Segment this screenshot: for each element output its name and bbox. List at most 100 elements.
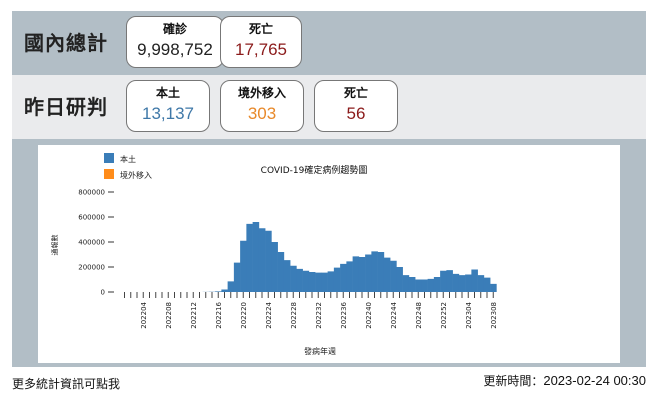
bar-local[interactable] — [446, 270, 453, 292]
yesterday-deaths-card: 死亡 56 — [314, 80, 398, 132]
yesterday-row: 昨日研判 本土 13,137 境外移入 303 死亡 56 — [12, 75, 646, 139]
bar-local[interactable] — [471, 269, 478, 293]
legend-local-label: 本土 — [120, 154, 136, 164]
bar-local[interactable] — [277, 252, 285, 292]
imported-card: 境外移入 303 — [220, 80, 304, 132]
bar-local[interactable] — [333, 267, 341, 292]
trend-chart-svg: 本土 境外移入 COVID-19確定病例趨勢圖 0 200000 400000 600… — [50, 153, 498, 356]
total-deaths-value: 17,765 — [235, 40, 287, 59]
update-time: 更新時間：2023-02-24 00:30 — [483, 372, 646, 389]
bar-local[interactable] — [402, 275, 410, 292]
bar-local[interactable] — [283, 260, 291, 292]
bar-local[interactable] — [296, 268, 303, 292]
x-tick-label: 202240 — [365, 302, 373, 329]
x-tick-label: 202224 — [265, 301, 273, 328]
x-tick-label: 202212 — [190, 302, 198, 329]
bar-local[interactable] — [408, 277, 416, 292]
national-total-row: 國內總計 確診 9,998,752 死亡 17,765 — [12, 11, 646, 75]
bar-local[interactable] — [383, 257, 391, 292]
x-tick-label: 202236 — [340, 301, 348, 328]
yesterday-deaths-label: 死亡 — [343, 86, 368, 100]
y-tick-label: 800000 — [78, 189, 105, 197]
y-tick-label: 200000 — [78, 264, 105, 272]
chart-title: COVID-19確定病例趨勢圖 — [261, 164, 368, 176]
x-axis-label: 發病年週 — [304, 346, 336, 356]
bar-local[interactable] — [365, 254, 372, 293]
bar-local[interactable] — [315, 272, 322, 292]
bar-local[interactable] — [371, 251, 378, 292]
bar-local[interactable] — [290, 265, 297, 292]
bar-local[interactable] — [352, 256, 360, 292]
yesterday-label: 昨日研判 — [24, 95, 108, 119]
x-tick-label: 202228 — [290, 302, 298, 329]
imported-value: 303 — [247, 104, 277, 123]
bar-local[interactable] — [346, 261, 353, 292]
x-tick-label: 202304 — [465, 301, 473, 328]
bar-local[interactable] — [240, 240, 247, 292]
bar-local[interactable] — [227, 281, 235, 292]
local-card: 本土 13,137 — [126, 80, 210, 132]
yesterday-deaths-value: 56 — [346, 104, 366, 123]
local-label: 本土 — [155, 86, 180, 100]
y-tick-label: 400000 — [78, 239, 105, 247]
x-tick-label: 202248 — [415, 302, 423, 329]
bar-local[interactable] — [265, 230, 272, 292]
local-value: 13,137 — [142, 104, 194, 123]
bar-local[interactable] — [421, 279, 428, 293]
bar-local[interactable] — [390, 260, 397, 292]
bar-local[interactable] — [308, 272, 316, 292]
x-axis: 202204 202208 202212 202216 202220 202224 2022… — [124, 292, 498, 329]
x-tick-label: 202252 — [440, 302, 448, 329]
update-time-value: 2023-02-24 00:30 — [543, 373, 646, 388]
bar-local[interactable] — [477, 275, 485, 292]
x-tick-label: 202232 — [315, 302, 323, 329]
bar-local[interactable] — [252, 222, 260, 292]
bar-local[interactable] — [233, 262, 241, 292]
bar-local[interactable] — [490, 283, 497, 292]
bar-local[interactable] — [465, 274, 472, 293]
x-tick-label: 202220 — [240, 302, 248, 329]
bar-local[interactable] — [246, 223, 253, 292]
total-deaths-card: 死亡 17,765 — [220, 16, 302, 68]
y-axis-label: 通報數 — [50, 235, 59, 256]
bar-local[interactable] — [321, 272, 328, 292]
x-tick-label: 202244 — [390, 301, 398, 328]
bar-local[interactable] — [433, 277, 441, 292]
total-deaths-label: 死亡 — [248, 22, 273, 36]
bar-local[interactable] — [458, 275, 466, 292]
chart-legend: 本土 境外移入 — [104, 153, 152, 180]
more-stats-link[interactable]: 更多統計資訊可點我 — [12, 377, 121, 391]
y-tick-label: 600000 — [78, 214, 105, 222]
bar-local[interactable] — [452, 273, 460, 292]
y-tick-label: 0 — [101, 289, 105, 297]
y-axis: 0 200000 400000 600000 800000 — [78, 189, 114, 297]
confirmed-label: 確診 — [162, 22, 187, 36]
x-tick-label: 202208 — [165, 302, 173, 329]
bar-local[interactable] — [483, 277, 491, 292]
national-total-label: 國內總計 — [24, 31, 108, 55]
confirmed-value: 9,998,752 — [137, 40, 213, 59]
bar-local[interactable] — [440, 270, 447, 292]
bar-local[interactable] — [327, 271, 335, 292]
bar-local[interactable] — [221, 289, 228, 293]
bar-local[interactable] — [427, 278, 435, 292]
confirmed-card: 確診 9,998,752 — [126, 16, 224, 68]
bar-local[interactable] — [396, 267, 403, 292]
trend-chart[interactable]: 本土 境外移入 COVID-19確定病例趨勢圖 0 200000 400000 600… — [38, 145, 620, 363]
bar-local[interactable] — [415, 279, 422, 293]
x-tick-label: 202204 — [140, 301, 148, 328]
x-tick-label: 202308 — [490, 302, 498, 329]
bar-local[interactable] — [302, 270, 310, 292]
bar-local[interactable] — [215, 291, 222, 292]
chart-bars — [202, 222, 497, 293]
bar-local[interactable] — [271, 242, 278, 292]
legend-imported-label: 境外移入 — [120, 170, 152, 180]
bar-local[interactable] — [358, 257, 366, 292]
legend-local-swatch — [104, 153, 114, 163]
update-time-label: 更新時間： — [483, 374, 544, 388]
chart-panel: 本土 境外移入 COVID-19確定病例趨勢圖 0 200000 400000 600… — [12, 139, 646, 367]
bar-local[interactable] — [377, 252, 385, 292]
bar-local[interactable] — [258, 228, 266, 292]
imported-label: 境外移入 — [237, 86, 286, 100]
bar-local[interactable] — [340, 263, 347, 292]
